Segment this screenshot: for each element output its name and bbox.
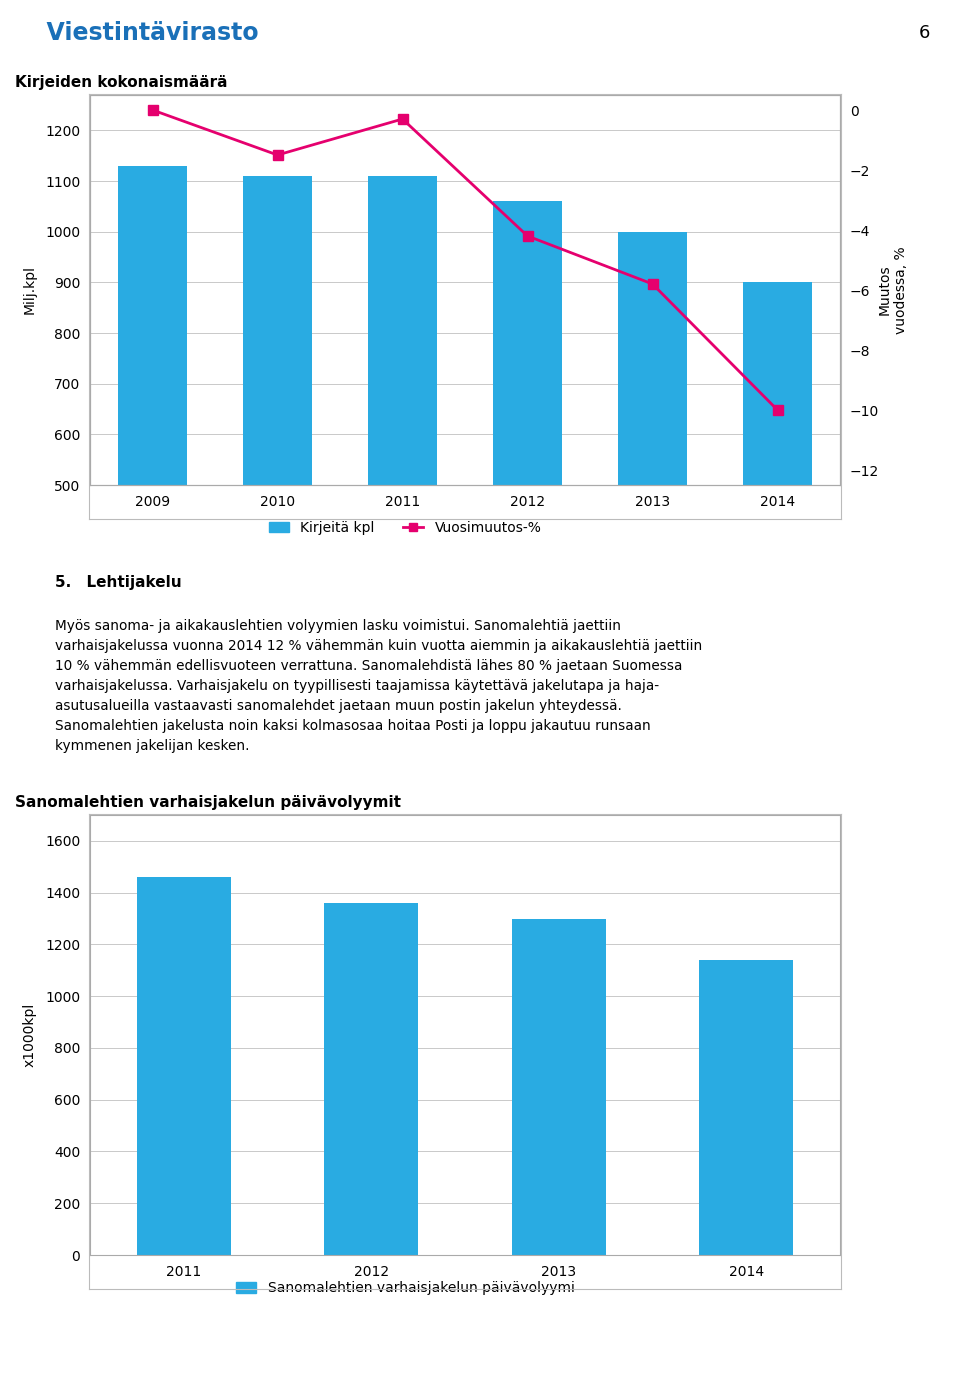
Y-axis label: Muutos
vuodessa, %: Muutos vuodessa, % bbox=[877, 247, 908, 333]
Bar bbox=[118, 165, 187, 739]
Bar bbox=[493, 201, 562, 739]
Text: Kirjeiden kokonaismäärä: Kirjeiden kokonaismäärä bbox=[15, 74, 228, 90]
Text: Myös sanoma- ja aikakauslehtien volyymien lasku voimistui. Sanomalehtiä jaettiin: Myös sanoma- ja aikakauslehtien volyymie… bbox=[55, 619, 703, 754]
Bar bbox=[512, 919, 606, 1255]
Bar bbox=[368, 176, 437, 739]
Text: 6: 6 bbox=[919, 23, 930, 41]
Text: Sanomalehtien varhaisjakelun päivävolyymit: Sanomalehtien varhaisjakelun päivävolyym… bbox=[15, 795, 401, 810]
Bar bbox=[243, 176, 312, 739]
Bar bbox=[618, 232, 686, 739]
Bar bbox=[324, 903, 419, 1255]
Text: 5. Lehtijakelu: 5. Lehtijakelu bbox=[55, 575, 181, 590]
Text: Viestintävirasto: Viestintävirasto bbox=[30, 21, 258, 44]
Bar bbox=[700, 960, 793, 1255]
Y-axis label: x1000kpl: x1000kpl bbox=[23, 1003, 36, 1067]
Legend: Kirjeitä kpl, Vuosimuutos-%: Kirjeitä kpl, Vuosimuutos-% bbox=[263, 515, 547, 540]
Legend: Sanomalehtien varhaisjakelun päivävolyymi: Sanomalehtien varhaisjakelun päivävolyym… bbox=[230, 1276, 580, 1301]
Bar bbox=[137, 878, 230, 1255]
Y-axis label: Milj.kpl: Milj.kpl bbox=[23, 266, 36, 314]
Bar bbox=[743, 282, 812, 739]
